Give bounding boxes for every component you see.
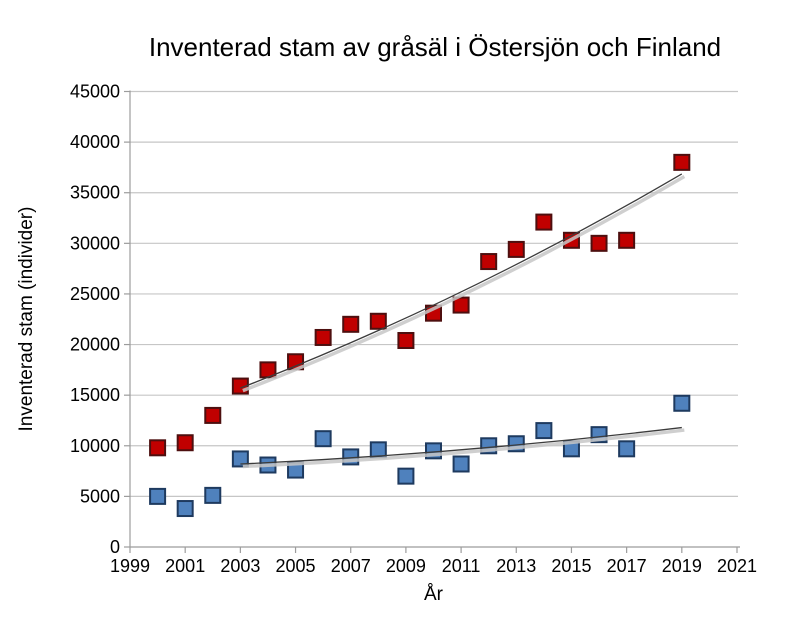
red-series-data-point: [673, 153, 691, 171]
y-tick-label: 30000: [70, 233, 120, 253]
blue-series-data-point: [149, 487, 167, 505]
y-tick-label: 15000: [70, 385, 120, 405]
red-series-data-point: [480, 253, 498, 271]
x-tick-label: 2019: [662, 556, 702, 576]
red-series-data-point: [590, 234, 608, 252]
blue-series-data-point: [397, 467, 415, 485]
x-tick-label: 2003: [220, 556, 260, 576]
blue-series-data-point: [204, 486, 222, 504]
x-tick-label: 2013: [496, 556, 536, 576]
red-series-data-point: [618, 231, 636, 249]
y-tick-label: 0: [110, 537, 120, 557]
y-tick-label: 35000: [70, 183, 120, 203]
red-series-trendline-shadow: [242, 174, 686, 393]
x-tick-label: 2015: [551, 556, 591, 576]
y-tick-label: 45000: [70, 82, 120, 102]
blue-series-data-point: [314, 430, 332, 448]
y-tick-label: 20000: [70, 335, 120, 355]
x-tick-label: 2017: [607, 556, 647, 576]
red-series-data-point: [149, 439, 167, 457]
red-series-data-point: [204, 406, 222, 424]
red-series-data-point: [452, 296, 470, 314]
y-tick-label: 5000: [80, 486, 120, 506]
chart-title: Inventerad stam av gråsäl i Östersjön oc…: [148, 32, 722, 62]
red-series-data-point: [314, 328, 332, 346]
red-series-data-point: [342, 315, 360, 333]
red-series-trendline: [240, 173, 683, 389]
blue-series-trendline: [240, 426, 682, 465]
blue-series-trendline-shadow: [242, 428, 685, 469]
red-series-data-point: [176, 434, 194, 452]
x-tick-label: 2009: [386, 556, 426, 576]
y-tick-label: 10000: [70, 436, 120, 456]
y-tick-label: 25000: [70, 284, 120, 304]
blue-series-data-point: [535, 422, 553, 440]
blue-series-data-point: [618, 440, 636, 458]
red-series-data-point: [369, 312, 387, 330]
red-series-data-point: [507, 240, 525, 258]
x-tick-label: 1999: [110, 556, 150, 576]
blue-series-data-point: [673, 394, 691, 412]
y-tick-label: 40000: [70, 132, 120, 152]
x-tick-label: 2007: [331, 556, 371, 576]
x-axis-title: År: [424, 584, 443, 605]
blue-series-data-point: [452, 455, 470, 473]
blue-series-data-point: [176, 500, 194, 518]
red-series-data-point: [397, 332, 415, 350]
red-series-data-point: [535, 213, 553, 231]
x-tick-label: 2011: [442, 556, 481, 576]
blue-series-data-point: [231, 450, 249, 468]
x-tick-label: 2001: [165, 556, 205, 576]
x-tick-label: 2005: [276, 556, 316, 576]
x-tick-label: 2021: [717, 556, 757, 576]
